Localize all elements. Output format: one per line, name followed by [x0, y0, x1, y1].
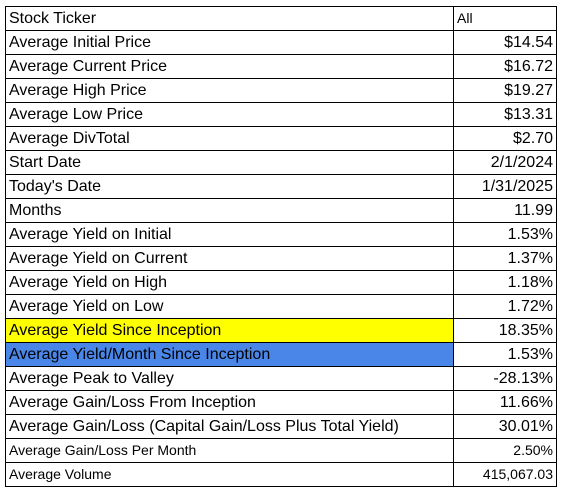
row-label[interactable]: Today's Date	[5, 174, 454, 199]
table-row: Average Initial Price $14.54	[5, 30, 557, 55]
row-value[interactable]: $14.54	[453, 30, 557, 55]
row-value[interactable]: $16.72	[453, 54, 557, 79]
table-row: Average Volume 415,067.03	[5, 462, 557, 487]
summary-table: Stock Ticker All Average Initial Price $…	[5, 6, 557, 487]
row-value[interactable]: 415,067.03	[453, 462, 557, 487]
table-row: Average Gain/Loss Per Month 2.50%	[5, 438, 557, 463]
row-label[interactable]: Average Current Price	[5, 54, 454, 79]
row-label[interactable]: Average Yield on Current	[5, 246, 454, 271]
row-value[interactable]: 1/31/2025	[453, 174, 557, 199]
row-label[interactable]: Start Date	[5, 150, 454, 175]
row-value[interactable]: $13.31	[453, 102, 557, 127]
row-label-highlighted[interactable]: Average Yield/Month Since Inception	[5, 342, 454, 367]
table-row: Average Yield on Initial 1.53%	[5, 222, 557, 247]
row-label[interactable]: Average Yield on High	[5, 270, 454, 295]
row-label-highlighted[interactable]: Average Yield Since Inception	[5, 318, 454, 343]
table-row: Average Gain/Loss From Inception 11.66%	[5, 390, 557, 415]
row-label[interactable]: Average DivTotal	[5, 126, 454, 151]
row-label[interactable]: Average Yield on Initial	[5, 222, 454, 247]
table-row: Average Gain/Loss (Capital Gain/Loss Plu…	[5, 414, 557, 439]
row-label[interactable]: Average Peak to Valley	[5, 366, 454, 391]
row-value[interactable]: 1.53%	[453, 222, 557, 247]
table-row-highlight-yellow: Average Yield Since Inception 18.35%	[5, 318, 557, 343]
table-row-highlight-blue: Average Yield/Month Since Inception 1.53…	[5, 342, 557, 367]
row-label[interactable]: Average High Price	[5, 78, 454, 103]
row-value[interactable]: 30.01%	[453, 414, 557, 439]
row-value[interactable]: 1.37%	[453, 246, 557, 271]
row-value[interactable]: 18.35%	[453, 318, 557, 343]
row-value[interactable]: $19.27	[453, 78, 557, 103]
row-label[interactable]: Average Initial Price	[5, 30, 454, 55]
row-label[interactable]: Average Gain/Loss Per Month	[5, 438, 454, 463]
row-value[interactable]: 11.99	[453, 198, 557, 223]
table-row: Average Current Price $16.72	[5, 54, 557, 79]
row-value[interactable]: $2.70	[453, 126, 557, 151]
row-value[interactable]: -28.13%	[453, 366, 557, 391]
row-value[interactable]: 2.50%	[453, 438, 557, 463]
row-label[interactable]: Average Volume	[5, 462, 454, 487]
table-row: Average Peak to Valley -28.13%	[5, 366, 557, 391]
table-row: Average Yield on High 1.18%	[5, 270, 557, 295]
table-row: Start Date 2/1/2024	[5, 150, 557, 175]
table-row: Average Yield on Low 1.72%	[5, 294, 557, 319]
table-row: Today's Date 1/31/2025	[5, 174, 557, 199]
row-value[interactable]: 1.18%	[453, 270, 557, 295]
row-value[interactable]: 1.72%	[453, 294, 557, 319]
table-row: Months 11.99	[5, 198, 557, 223]
row-value[interactable]: 11.66%	[453, 390, 557, 415]
row-label[interactable]: Average Gain/Loss (Capital Gain/Loss Plu…	[5, 414, 454, 439]
row-label[interactable]: Average Low Price	[5, 102, 454, 127]
row-value[interactable]: All	[453, 6, 557, 31]
row-label[interactable]: Average Yield on Low	[5, 294, 454, 319]
row-value[interactable]: 2/1/2024	[453, 150, 557, 175]
table-row: Stock Ticker All	[5, 6, 557, 31]
table-row: Average Yield on Current 1.37%	[5, 246, 557, 271]
table-row: Average Low Price $13.31	[5, 102, 557, 127]
row-label[interactable]: Stock Ticker	[5, 6, 454, 31]
table-row: Average High Price $19.27	[5, 78, 557, 103]
row-label[interactable]: Months	[5, 198, 454, 223]
row-value[interactable]: 1.53%	[453, 342, 557, 367]
row-label[interactable]: Average Gain/Loss From Inception	[5, 390, 454, 415]
table-row: Average DivTotal $2.70	[5, 126, 557, 151]
